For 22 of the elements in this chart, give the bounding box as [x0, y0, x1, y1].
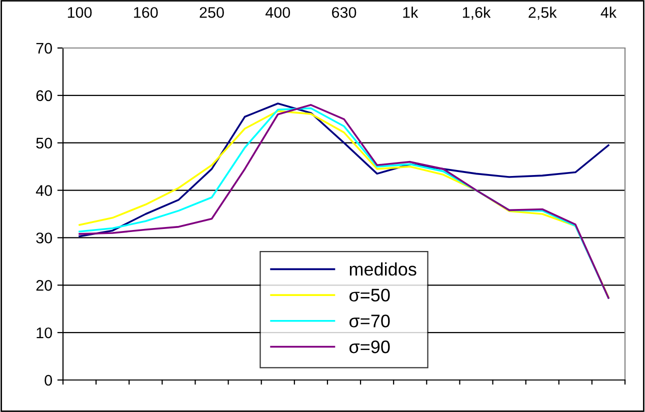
legend-label: σ=70: [349, 314, 390, 328]
line-series: [78, 102, 610, 238]
x-tick-label: 2,5k: [528, 6, 557, 20]
y-tick-label: 70: [36, 42, 52, 54]
legend-label: medidos: [350, 262, 416, 276]
x-tick-label: 4k: [600, 6, 617, 18]
x-tick-label: 100: [68, 7, 92, 18]
x-tick-label: 1,6k: [462, 6, 491, 20]
x-tick-label: 250: [200, 7, 224, 18]
y-tick-label: 20: [36, 280, 52, 291]
y-tick-label: 60: [36, 90, 52, 102]
legend-label: σ=50: [349, 288, 390, 302]
x-tick-label: 400: [265, 7, 290, 18]
x-tick-label: 630: [332, 7, 356, 18]
y-tick-label: 40: [36, 185, 52, 196]
y-tick-label: 50: [36, 138, 52, 149]
x-tick-label: 160: [134, 7, 158, 18]
y-tick-label: 30: [36, 232, 52, 244]
x-tick-label: 1k: [403, 6, 418, 18]
y-tick-label: 10: [36, 327, 52, 338]
legend-label: σ=90: [349, 340, 390, 354]
y-tick-label: 0: [44, 374, 52, 386]
